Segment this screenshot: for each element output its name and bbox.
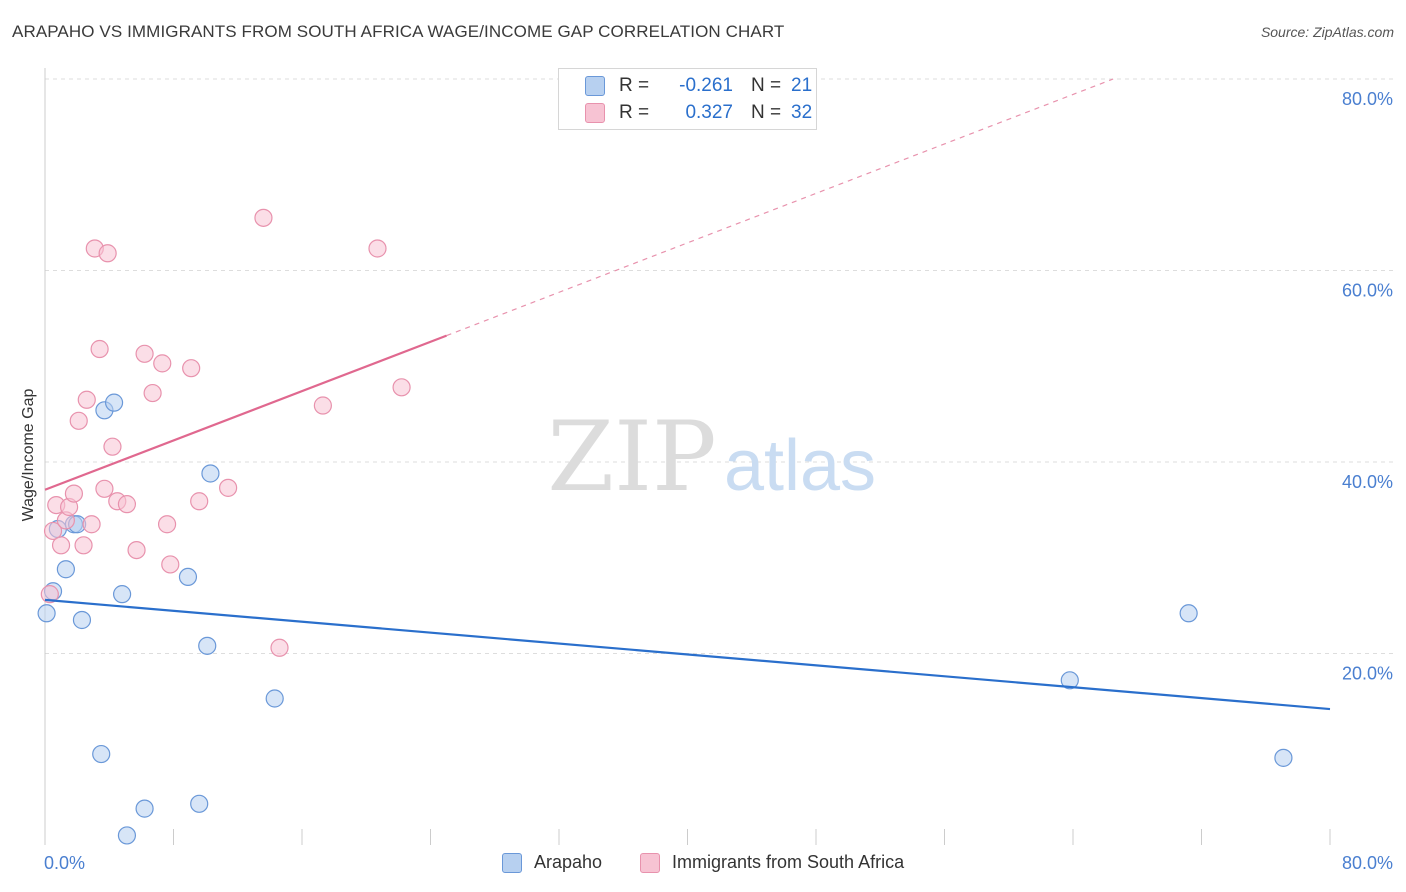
point-south-africa xyxy=(153,354,172,373)
trend-layer xyxy=(44,78,1331,711)
y-tick-label: 60.0% xyxy=(1342,281,1393,301)
legend-row-arapaho: R = -0.261 N = 21 xyxy=(585,74,812,98)
legend-n-label: N = xyxy=(751,102,782,123)
point-south-africa xyxy=(135,344,154,363)
point-arapaho xyxy=(190,794,209,813)
trendline-arapaho xyxy=(44,598,1331,711)
legend-r-label: R = xyxy=(619,102,650,123)
y-tick-label: 40.0% xyxy=(1342,472,1393,492)
point-south-africa xyxy=(77,390,96,409)
legend-item-south-africa: Immigrants from South Africa xyxy=(640,852,904,873)
point-arapaho xyxy=(37,604,56,623)
point-south-africa xyxy=(117,495,137,514)
point-south-africa xyxy=(368,239,387,258)
source-label: Source: ZipAtlas.com xyxy=(1260,24,1394,40)
legend-top: R = -0.261 N = 21 R = 0.327 N = 32 xyxy=(558,68,817,130)
point-arapaho xyxy=(92,744,111,764)
point-south-africa xyxy=(74,536,93,555)
point-south-africa xyxy=(392,378,411,397)
legend-item-arapaho: Arapaho xyxy=(502,852,602,873)
x-tick-label: 80.0% xyxy=(1342,853,1393,873)
legend-n-value: 32 xyxy=(791,102,813,123)
point-arapaho xyxy=(201,464,220,483)
legend-bottom: Arapaho Immigrants from South Africa xyxy=(0,852,1406,878)
axis-layer: 20.0% 40.0% 60.0% 80.0% 0.0% 80.0% xyxy=(44,68,1393,873)
point-arapaho xyxy=(178,567,198,587)
point-south-africa xyxy=(161,555,180,574)
legend-swatch-arapaho xyxy=(502,852,522,873)
x-tick-label: 0.0% xyxy=(44,853,85,873)
point-south-africa xyxy=(219,478,238,497)
point-south-africa xyxy=(64,484,84,503)
legend-swatch-south-africa xyxy=(640,852,660,873)
point-arapaho xyxy=(72,610,92,630)
point-arapaho xyxy=(104,393,124,412)
legend-label-south-africa: Immigrants from South Africa xyxy=(672,852,905,872)
point-south-africa xyxy=(157,515,177,534)
chart-title: ARAPAHO VS IMMIGRANTS FROM SOUTH AFRICA … xyxy=(12,22,785,41)
y-tick-label: 80.0% xyxy=(1342,89,1393,109)
point-south-africa xyxy=(51,536,71,555)
legend-r-value: -0.261 xyxy=(679,75,733,96)
legend-n-label: N = xyxy=(751,75,782,96)
point-south-africa xyxy=(43,521,63,541)
point-arapaho xyxy=(117,826,137,845)
y-axis-label: Wage/Income Gap xyxy=(20,389,37,522)
trendline-south-africa xyxy=(44,334,447,491)
point-south-africa xyxy=(40,585,59,604)
point-south-africa xyxy=(313,396,332,415)
points-layer xyxy=(37,208,1293,845)
point-arapaho xyxy=(56,560,75,579)
legend-swatch-south-africa xyxy=(585,103,605,123)
point-arapaho xyxy=(135,799,154,818)
point-arapaho xyxy=(198,636,217,655)
point-south-africa xyxy=(190,492,209,511)
legend-swatch-arapaho xyxy=(585,76,605,96)
watermark: ZIP atlas xyxy=(547,401,876,513)
legend-r-value: 0.327 xyxy=(685,102,733,123)
point-south-africa xyxy=(95,479,114,498)
point-south-africa xyxy=(182,359,201,378)
point-south-africa xyxy=(127,540,146,560)
point-arapaho xyxy=(112,585,132,604)
grid-layer xyxy=(45,78,1393,654)
point-arapaho xyxy=(265,689,284,708)
point-arapaho xyxy=(1274,748,1293,767)
point-south-africa xyxy=(90,339,109,359)
point-south-africa xyxy=(254,208,273,227)
legend-row-south-africa: R = 0.327 N = 32 xyxy=(585,101,812,125)
legend-label-arapaho: Arapaho xyxy=(534,852,603,872)
legend-r-label: R = xyxy=(619,75,650,96)
point-south-africa xyxy=(143,383,162,403)
point-arapaho xyxy=(1179,604,1198,623)
point-south-africa xyxy=(69,411,88,430)
point-south-africa xyxy=(98,244,117,263)
point-south-africa xyxy=(82,515,101,534)
point-south-africa xyxy=(103,437,122,456)
watermark-zip: ZIP xyxy=(547,401,716,513)
point-arapaho xyxy=(1060,671,1079,690)
y-tick-label: 20.0% xyxy=(1342,664,1393,684)
watermark-atlas: atlas xyxy=(724,426,876,506)
legend-n-value: 21 xyxy=(791,75,813,96)
point-south-africa xyxy=(270,638,289,657)
